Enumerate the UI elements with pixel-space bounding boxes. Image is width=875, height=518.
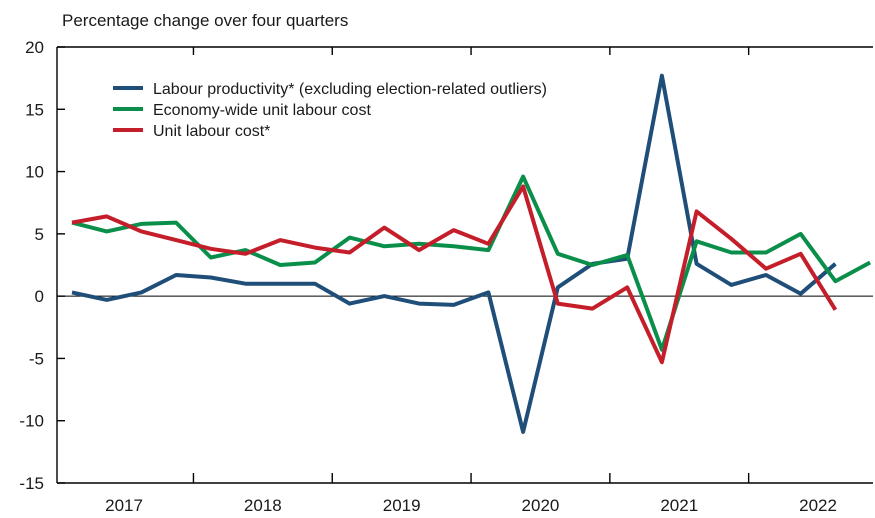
series-line xyxy=(71,73,837,434)
chart-title: Percentage change over four quarters xyxy=(62,11,348,30)
y-tick-label: 15 xyxy=(25,100,44,119)
x-tick-label: 2022 xyxy=(799,496,837,513)
x-tick-label: 2017 xyxy=(105,496,143,513)
y-tick-label: 0 xyxy=(35,287,44,306)
series-line xyxy=(71,174,872,352)
y-tick-label: 10 xyxy=(25,163,44,182)
x-tick-label: 2020 xyxy=(522,496,560,513)
y-tick-label: 5 xyxy=(35,225,44,244)
legend-label: Economy-wide unit labour cost xyxy=(153,102,371,119)
y-tick-label: -10 xyxy=(19,412,44,431)
series-line xyxy=(71,184,838,365)
y-tick-label: -15 xyxy=(19,474,44,493)
x-tick-label: 2019 xyxy=(383,496,421,513)
x-tick-label: 2021 xyxy=(660,496,698,513)
y-tick-label: 20 xyxy=(25,38,44,57)
legend-label: Labour productivity* (excluding election… xyxy=(153,81,547,98)
legend-label: Unit labour cost* xyxy=(153,123,270,140)
y-tick-label: -5 xyxy=(29,349,44,368)
x-tick-label: 2018 xyxy=(244,496,282,513)
